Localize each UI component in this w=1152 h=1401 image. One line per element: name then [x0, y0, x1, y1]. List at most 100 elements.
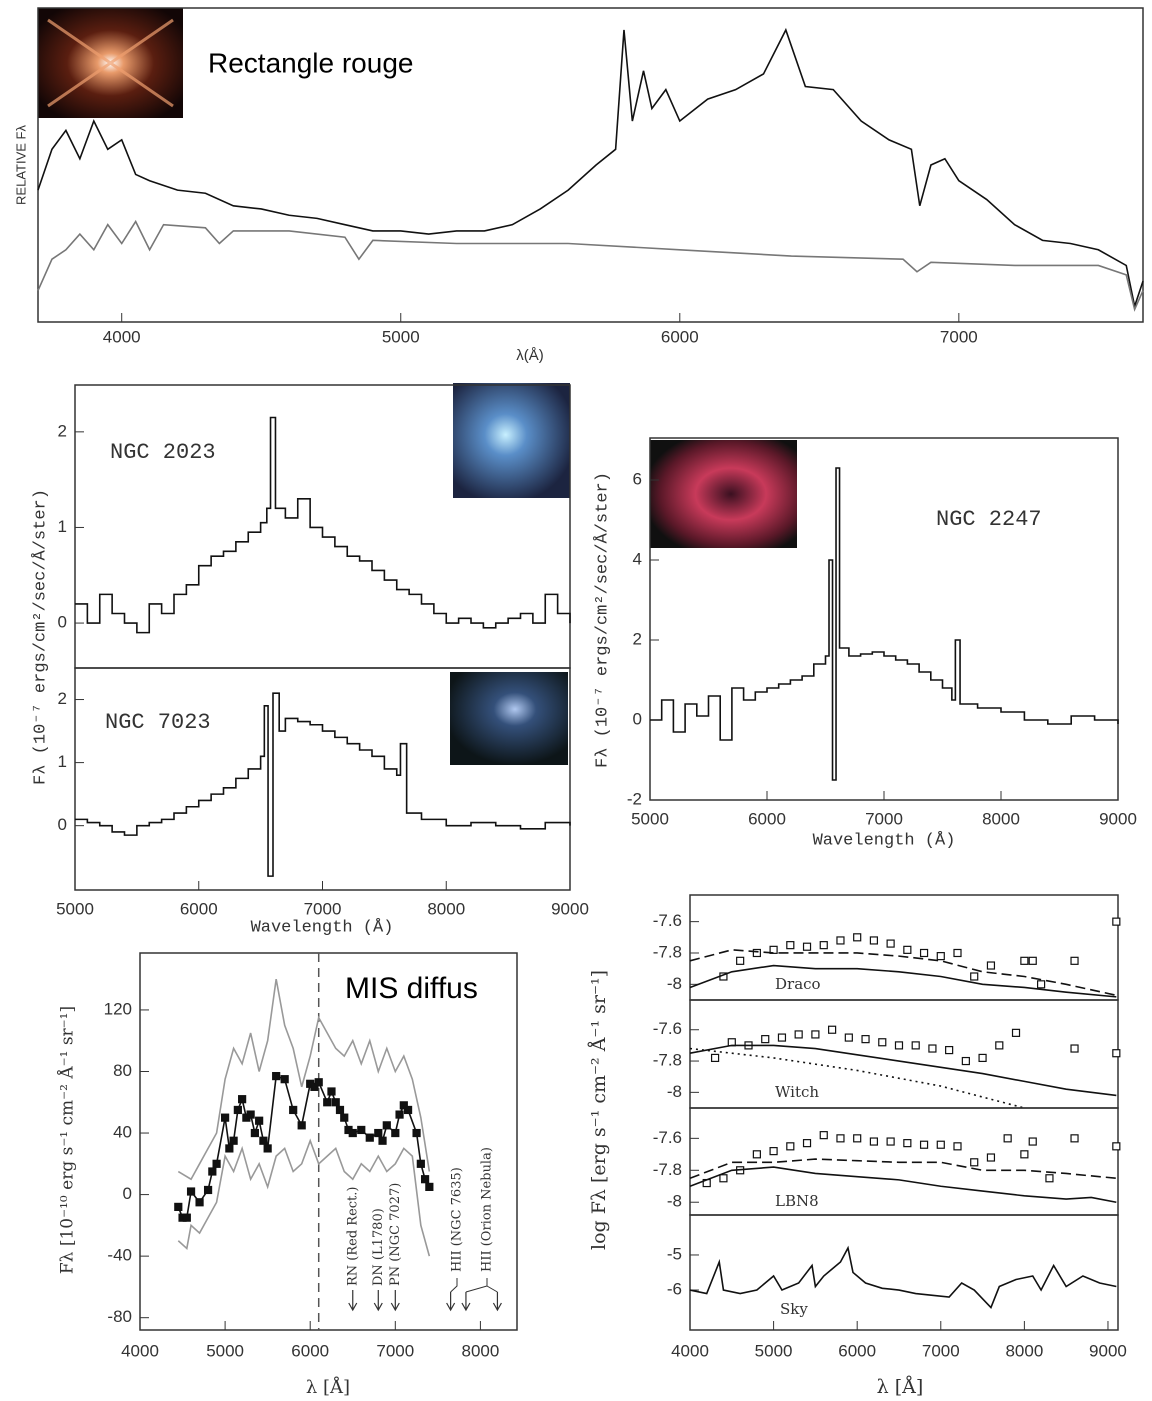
data-point [195, 1198, 204, 1207]
data-point [886, 939, 895, 948]
data-point [255, 1116, 264, 1125]
y-tick-label: -40 [107, 1246, 132, 1265]
data-point [259, 1136, 268, 1145]
panel-label: Sky [780, 1300, 808, 1318]
y-tick-label: -80 [107, 1307, 132, 1326]
data-point [1020, 1150, 1029, 1159]
data-point [911, 1041, 920, 1050]
data-point [323, 1098, 332, 1107]
data-point [1028, 956, 1037, 965]
data-point [208, 1167, 217, 1176]
series-line [689, 964, 1117, 998]
panel-label: NGC 2247 [936, 507, 1042, 532]
annotation-arrow [390, 1290, 400, 1312]
y-tick-label: 40 [113, 1123, 132, 1142]
data-point [1112, 1049, 1121, 1058]
y-tick-label: -7.8 [653, 1160, 682, 1179]
series-line [37, 27, 1144, 310]
annotation-arrow [373, 1290, 383, 1312]
data-point [412, 1128, 421, 1138]
data-point [382, 1121, 391, 1130]
data-point [174, 1202, 183, 1211]
y-tick-label: -7.8 [653, 1051, 682, 1070]
y-tick-label: -7.6 [653, 911, 682, 930]
annotation: DN (L1780) [371, 1208, 386, 1286]
data-point [403, 1105, 413, 1115]
x-tick-label: 8000 [461, 1341, 499, 1360]
data-point [970, 1158, 979, 1167]
y-tick-label: 120 [104, 999, 132, 1018]
series-line [75, 416, 571, 634]
data-point [289, 1105, 298, 1115]
data-point [425, 1182, 434, 1191]
data-point [752, 948, 761, 958]
data-point [395, 1110, 404, 1119]
panel-label: NGC 2023 [110, 440, 216, 465]
x-tick-label: 9000 [1099, 809, 1137, 828]
photo [450, 672, 568, 765]
y-tick-label: -8 [667, 1192, 682, 1211]
data-point [819, 1131, 828, 1140]
data-point [391, 1128, 400, 1138]
panel-label: LBN8 [775, 1192, 819, 1210]
data-point [229, 1136, 238, 1145]
annotation-arrow [492, 1292, 502, 1312]
series-line [689, 1158, 1117, 1180]
data-point [1070, 956, 1079, 965]
y-label: log Fλ [erg s⁻¹ cm⁻² Å⁻¹ sr⁻¹] [588, 970, 610, 1250]
series-line [689, 1047, 1025, 1109]
series-line [37, 219, 1144, 312]
y-tick-label: -7.8 [653, 942, 682, 961]
x-tick-label: 6000 [838, 1341, 876, 1360]
plot-frame [37, 7, 1144, 323]
data-point [348, 1128, 357, 1138]
data-point [769, 1147, 778, 1156]
data-point [212, 1159, 221, 1168]
data-point [961, 1056, 970, 1066]
data-point [986, 961, 996, 970]
annotation-arrow [446, 1292, 456, 1312]
data-point [203, 1185, 213, 1195]
x-label: λ [Å] [877, 1376, 924, 1398]
y-tick-label: 0 [633, 709, 642, 728]
y-tick-label: 2 [633, 629, 642, 648]
annotation-bracket [450, 1278, 458, 1293]
data-point [250, 1128, 259, 1138]
data-point [861, 1035, 870, 1044]
data-point [786, 941, 795, 950]
data-point [769, 945, 778, 954]
series-line [689, 1044, 1117, 1097]
series-line [177, 1075, 431, 1219]
data-point [1070, 1044, 1079, 1053]
data-point [894, 1041, 904, 1050]
data-point [869, 936, 879, 945]
x-tick-label: 4000 [103, 327, 141, 346]
data-point [1011, 1028, 1021, 1037]
data-point [719, 1174, 728, 1183]
data-point [340, 1113, 349, 1122]
data-point [919, 1140, 929, 1149]
data-point [280, 1075, 289, 1084]
data-point [936, 952, 945, 961]
data-point [186, 1187, 196, 1196]
data-point [802, 942, 812, 951]
data-point [786, 1142, 795, 1151]
plot-frame [689, 1214, 1119, 1331]
x-tick-label: 7000 [940, 327, 978, 346]
data-point [272, 1072, 281, 1081]
data-point [327, 1087, 336, 1096]
data-point [844, 1033, 853, 1042]
data-point [1003, 1134, 1012, 1143]
data-point [221, 1113, 230, 1122]
x-tick-label: 4000 [121, 1341, 159, 1360]
data-point [853, 933, 862, 942]
data-point [928, 1044, 937, 1053]
data-point [1036, 980, 1046, 989]
data-point [1020, 956, 1029, 965]
data-point [869, 1137, 879, 1146]
photo [453, 383, 570, 498]
data-point [828, 1025, 837, 1034]
photo-detail [47, 18, 174, 108]
x-label: λ [Å] [306, 1376, 350, 1398]
